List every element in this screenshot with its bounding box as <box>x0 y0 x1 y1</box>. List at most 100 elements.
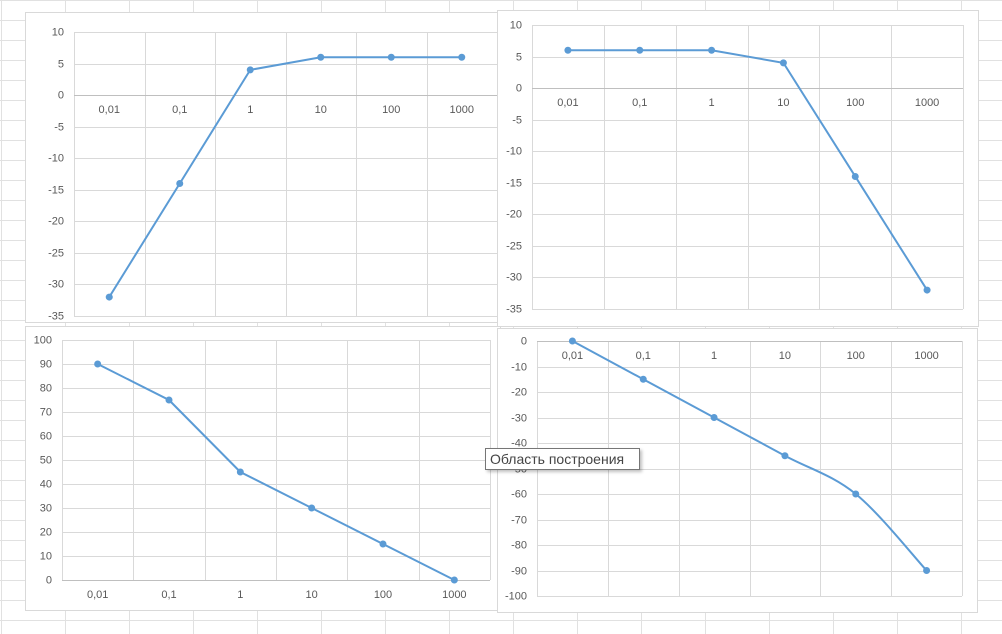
y-tick-label: 0 <box>46 574 52 586</box>
x-tick-label: 0,1 <box>161 589 176 601</box>
chart: -100-90-80-70-60-50-40-30-20-1000,010,11… <box>497 328 978 613</box>
marker <box>450 576 458 584</box>
y-tick-label: 90 <box>40 358 52 370</box>
chart-area <box>497 10 979 327</box>
x-tick-label: 10 <box>306 589 318 601</box>
y-tick-label: -90 <box>511 565 527 577</box>
y-tick-label: -20 <box>506 208 522 220</box>
y-tick-label: -15 <box>506 177 522 189</box>
x-tick-label: 1000 <box>914 350 938 362</box>
marker <box>387 53 395 61</box>
x-tick-label: 0,01 <box>99 104 120 116</box>
y-tick-label: -5 <box>512 114 522 126</box>
y-tick-label: 10 <box>510 19 522 31</box>
chart: -35 -30 -25 -20 -15 -10 -5 0 5 10 0,01 0,1 1 10 100 100… <box>497 10 979 327</box>
y-tick-label: -30 <box>506 271 522 283</box>
y-tick-label: 0 <box>58 89 64 101</box>
marker <box>105 293 113 301</box>
x-tick-label: 1 <box>709 97 715 109</box>
x-tick-label: 1 <box>711 350 717 362</box>
x-tick-label: 100 <box>846 97 864 109</box>
marker <box>708 46 716 54</box>
chart-area <box>497 328 978 613</box>
marker <box>176 179 184 187</box>
x-tick-label: 1000 <box>442 589 466 601</box>
y-tick-label: 20 <box>40 526 52 538</box>
marker <box>236 468 244 476</box>
line <box>108 56 462 298</box>
y-tick-label: 10 <box>40 550 52 562</box>
marker <box>923 286 931 294</box>
y-tick-label: -80 <box>511 539 527 551</box>
x-tick-label: 10 <box>777 97 789 109</box>
marker <box>781 452 789 460</box>
marker <box>636 46 644 54</box>
y-tick-label: -20 <box>48 215 64 227</box>
y-tick-label: 100 <box>34 334 52 346</box>
y-tick-label: -20 <box>511 386 527 398</box>
y-tick-label: -40 <box>511 437 527 449</box>
x-tick-label: 1000 <box>450 104 474 116</box>
x-tick-label: 0,01 <box>87 589 108 601</box>
y-tick-label: -35 <box>48 310 64 322</box>
marker <box>851 172 859 180</box>
x-tick-label: 10 <box>779 350 791 362</box>
marker <box>639 375 647 383</box>
marker <box>317 53 325 61</box>
x-tick-label: 0,01 <box>562 350 583 362</box>
marker <box>923 567 931 574</box>
marker <box>458 53 466 61</box>
chart: 0 10 20 30 40 50 60 70 80 90 100 0,01 0,1 1 10 100 1000 <box>25 326 501 611</box>
y-tick-label: -10 <box>48 152 64 164</box>
marker <box>165 396 173 404</box>
y-tick-label: -5 <box>54 121 64 133</box>
y-tick-label: 30 <box>40 502 52 514</box>
y-tick-label: 5 <box>58 58 64 70</box>
y-tick-label: -25 <box>48 247 64 259</box>
y-tick-label: 70 <box>40 406 52 418</box>
y-tick-label: 10 <box>52 26 64 38</box>
y-tick-label: -10 <box>511 361 527 373</box>
chart: -35 -30 -25 -20 -15 -10 -5 0 5 10 0,01 0,1 1 10 100 100… <box>25 12 501 323</box>
y-tick-label: -100 <box>505 590 527 602</box>
line <box>567 49 928 291</box>
y-tick-label: -60 <box>511 488 527 500</box>
y-tick-label: 50 <box>40 454 52 466</box>
y-tick-label: -30 <box>511 412 527 424</box>
y-tick-label: -70 <box>511 514 527 526</box>
x-tick-label: 10 <box>315 104 327 116</box>
line <box>97 363 455 581</box>
y-tick-label: 60 <box>40 430 52 442</box>
x-tick-label: 100 <box>847 350 865 362</box>
tooltip: Область построения <box>485 448 640 470</box>
y-tick-label: -35 <box>506 303 522 315</box>
y-tick-label: -25 <box>506 240 522 252</box>
x-tick-label: 0,1 <box>632 97 647 109</box>
x-tick-label: 0,1 <box>636 350 651 362</box>
x-tick-label: 0,1 <box>172 104 187 116</box>
marker <box>568 337 576 345</box>
x-tick-label: 0,01 <box>557 97 578 109</box>
y-tick-label: 5 <box>516 51 522 63</box>
x-tick-label: 1 <box>237 589 243 601</box>
x-tick-label: 100 <box>374 589 392 601</box>
y-tick-label: 0 <box>516 82 522 94</box>
x-tick-label: 1000 <box>915 97 939 109</box>
y-tick-label: 40 <box>40 478 52 490</box>
y-tick-label: 0 <box>521 335 527 347</box>
marker <box>852 490 860 498</box>
y-tick-label: 80 <box>40 382 52 394</box>
x-tick-label: 100 <box>382 104 400 116</box>
marker <box>710 414 718 421</box>
y-tick-label: -15 <box>48 184 64 196</box>
marker <box>308 504 316 512</box>
y-tick-label: -30 <box>48 278 64 290</box>
y-tick-label: -10 <box>506 145 522 157</box>
marker <box>379 540 387 548</box>
marker <box>94 360 102 368</box>
marker <box>564 46 572 54</box>
x-tick-label: 1 <box>247 104 253 116</box>
chart-area <box>25 12 501 323</box>
